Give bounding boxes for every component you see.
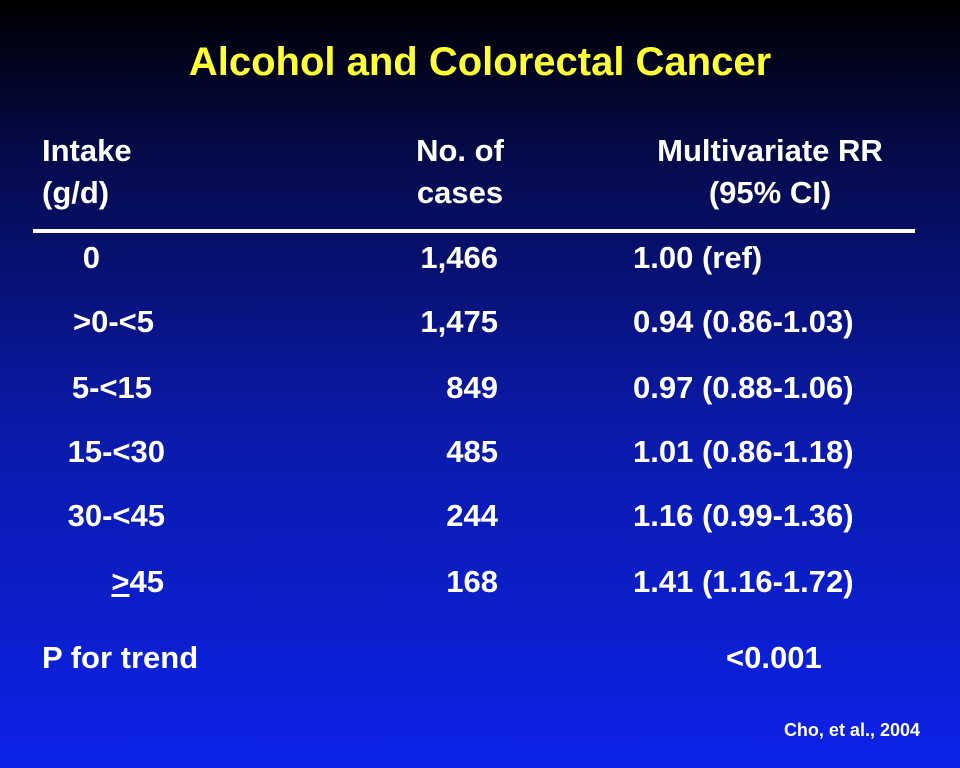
rr-cell: 1.41 (1.16-1.72) [633, 564, 854, 599]
header-divider [33, 229, 915, 233]
header-intake-line2: (g/d) [42, 175, 110, 210]
header-cases-line2: cases [416, 175, 504, 210]
header-rr: Multivariate RR (95% CI) [630, 130, 910, 214]
intake-cell: 15-<30 [67, 434, 165, 469]
intake-cell: 30-<45 [67, 498, 165, 533]
cases-cell: 244 [446, 498, 498, 533]
table-row: 0 1,466 1.00 (ref) [0, 238, 960, 278]
rr-cell: 0.94 (0.86-1.03) [633, 304, 854, 339]
slide-title: Alcohol and Colorectal Cancer [188, 40, 772, 84]
header-intake: Intake (g/d) [42, 130, 132, 214]
header-cases-line1: No. of [416, 133, 504, 168]
header-rr-line2: (95% CI) [708, 175, 832, 210]
cases-cell: 1,466 [420, 240, 498, 275]
table-row: 15-<30 485 1.01 (0.86-1.18) [0, 432, 960, 472]
rr-cell: 1.00 (ref) [633, 240, 763, 275]
header-rr-line1: Multivariate RR [657, 133, 883, 168]
rr-cell: 0.97 (0.88-1.06) [633, 370, 854, 405]
cases-cell: 485 [446, 434, 498, 469]
intake-greater-equal-symbol: > [111, 564, 130, 599]
header-cases: No. of cases [360, 130, 560, 214]
intake-cell: >45 [0, 562, 164, 602]
intake-cell: >0-<5 [72, 304, 154, 339]
table-row: >0-<5 1,475 0.94 (0.86-1.03) [0, 302, 960, 342]
table-row: 30-<45 244 1.16 (0.99-1.36) [0, 496, 960, 536]
trend-label: P for trend [42, 640, 199, 675]
rr-cell: 1.16 (0.99-1.36) [633, 498, 854, 533]
cases-cell: 168 [446, 564, 498, 599]
rr-cell: 1.01 (0.86-1.18) [633, 434, 854, 469]
table-row: >45 168 1.41 (1.16-1.72) [0, 562, 960, 602]
trend-value: <0.001 [726, 640, 822, 675]
intake-cell: 0 [82, 240, 100, 275]
cases-cell: 1,475 [420, 304, 498, 339]
header-intake-line1: Intake [42, 133, 132, 168]
citation: Cho, et al., 2004 [783, 720, 920, 740]
intake-cell: 5-<15 [71, 370, 152, 405]
table-row: 5-<15 849 0.97 (0.88-1.06) [0, 368, 960, 408]
cases-cell: 849 [446, 370, 498, 405]
intake-value: 45 [129, 564, 164, 599]
